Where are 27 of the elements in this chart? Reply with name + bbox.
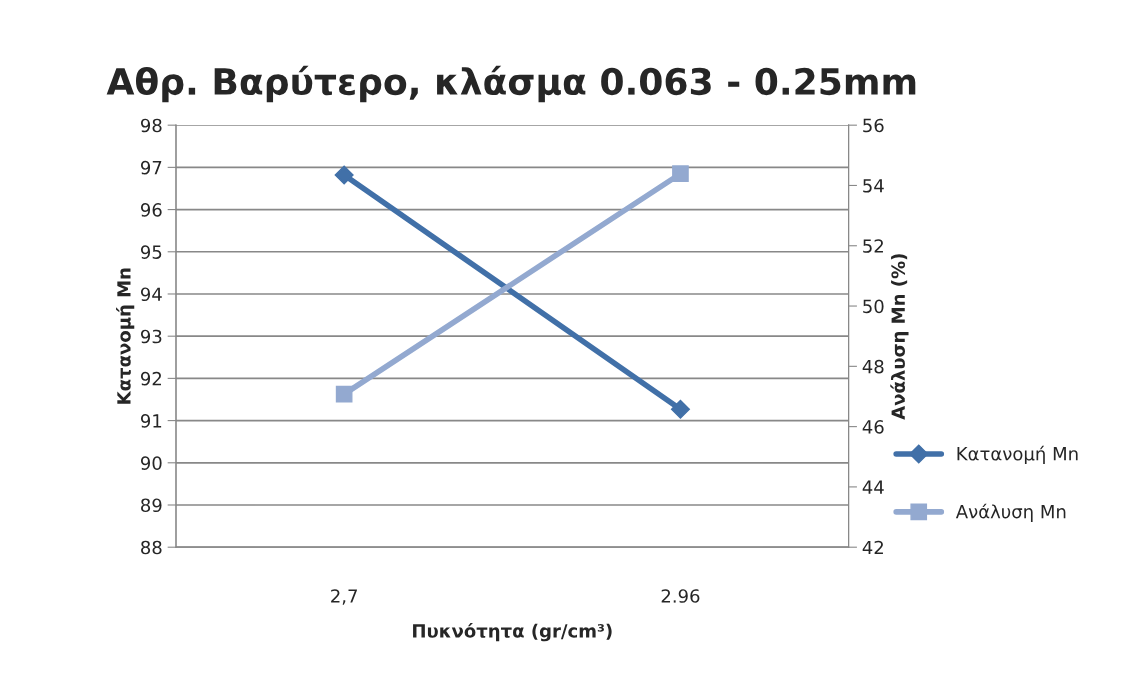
y2-tick-label: 44: [862, 480, 884, 494]
y2-axis-title: Ανάλυση Mn (%): [890, 254, 909, 420]
y-tick-label: 96: [140, 203, 162, 217]
chart-title: Αθρ. Βαρύτερο, κλάσμα 0.063 - 0.25mm: [106, 65, 916, 103]
y2-tick-label: 46: [862, 420, 884, 434]
y-tick-label: 98: [140, 118, 162, 133]
x-tick-label: 2.96: [661, 589, 700, 603]
y2-tick-label: 42: [862, 540, 883, 555]
y2-tick-label: 50: [863, 299, 884, 314]
y-tick-label: 92: [140, 371, 161, 386]
legend-label: Ανάλυση Mn: [955, 503, 1066, 522]
y-tick-label: 89: [141, 498, 162, 513]
y-tick-label: 94: [140, 287, 162, 302]
y-tick-label: 90: [140, 456, 162, 470]
y-axis-title: Κατανομή Mn: [116, 268, 135, 404]
y2-tick-label: 56: [863, 118, 884, 133]
y-tick-label: 93: [140, 329, 162, 344]
x-axis-title: Πυκνότητα (gr/cm³): [413, 623, 612, 642]
y-tick-label: 97: [140, 160, 162, 175]
y-tick-label: 95: [140, 245, 162, 259]
y-tick-label: 88: [141, 540, 162, 555]
y2-tick-label: 52: [863, 239, 883, 253]
legend-label: Κατανομή Mn: [957, 445, 1078, 465]
y2-tick-label: 54: [863, 179, 884, 193]
x-tick-label: 2,7: [331, 589, 357, 605]
y-tick-label: 91: [140, 414, 162, 428]
y2-tick-label: 48: [862, 359, 884, 374]
